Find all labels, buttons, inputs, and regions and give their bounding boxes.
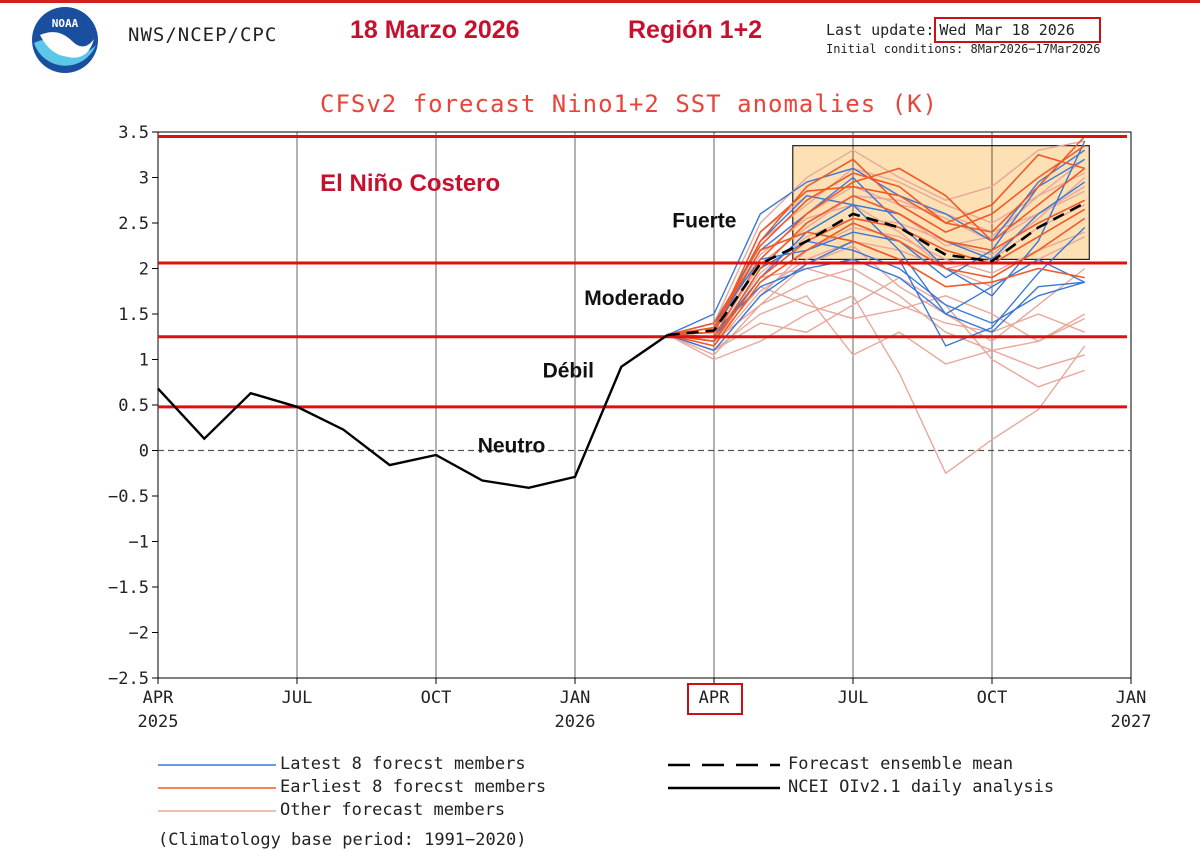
member-earliest-line [667,153,1085,336]
category-label: Fuerte [672,210,736,233]
current-month-marker [687,683,743,715]
x-tick-label: JAN [1116,688,1147,708]
climatology-note: (Climatology base period: 1991−2020) [158,830,527,850]
x-tick-label: APR [699,688,730,708]
x-tick-year: 2025 [138,712,179,732]
x-tick-label: APR [143,688,174,708]
member-other-line [667,294,1086,475]
y-tick-label: −2.5 [108,669,149,689]
x-tick-label: JUL [282,688,313,708]
y-tick-label: −1.5 [108,578,149,598]
member-other-line [667,294,1085,370]
initial-conditions: Initial conditions: 8Mar2026−17Mar2026 [826,42,1101,56]
x-tick-year: 2026 [555,712,596,732]
top-rule [0,0,1200,3]
source-label: NWS/NCEP/CPC [128,24,278,46]
y-tick-label: 1.5 [118,305,149,325]
member-other-line [667,190,1086,338]
ensemble-mean-line [667,201,1086,337]
member-earliest-line [667,144,1086,336]
category-label: Débil [543,360,594,383]
legend-other-label: Other forecast members [280,800,506,820]
noaa-logo-text: NOAA [52,17,79,30]
last-update-value: Wed Mar 18 2026 [934,17,1101,43]
x-tick-label: OCT [421,688,452,708]
y-tick-label: 2 [139,260,149,280]
y-tick-label: 3.5 [118,123,149,143]
member-latest-line [667,158,1086,336]
y-tick-label: 2.5 [118,214,149,234]
noaa-logo-icon: NOAA [32,7,98,73]
category-label: Neutro [478,434,546,457]
y-tick-label: −1 [129,533,149,553]
member-earliest-line [667,208,1086,343]
last-update: Last update: Wed Mar 18 2026 [826,17,1101,43]
legend-observed-label: NCEI OIv2.1 daily analysis [788,777,1055,797]
y-tick-label: 3 [139,169,149,189]
x-tick-label: JUL [838,688,869,708]
legend-earliest-label: Earliest 8 forecst members [280,777,547,797]
member-other-line [667,140,1085,336]
member-earliest-line [667,135,1086,336]
category-label: Moderado [584,287,684,310]
member-earliest-line [667,231,1085,336]
x-tick-year: 2027 [1111,712,1152,732]
observed-line [157,333,669,490]
member-earliest-line [667,194,1086,343]
y-tick-label: −0.5 [108,487,149,507]
x-tick-label: OCT [977,688,1008,708]
date-label: 18 Marzo 2026 [350,16,520,44]
y-tick-label: 1 [139,351,149,371]
chart-title: CFSv2 forecast Nino1+2 SST anomalies (K) [320,90,938,118]
y-tick-label: 0 [139,442,149,462]
region-label: Región 1+2 [628,16,763,44]
legend-mean-label: Forecast ensemble mean [788,754,1014,774]
category-label: El Niño Costero [320,170,500,197]
legend-latest-label: Latest 8 forecst members [280,754,526,774]
member-other-line [667,244,1086,356]
last-update-label: Last update: [826,21,935,39]
y-tick-label: −2 [129,624,149,644]
x-tick-label: JAN [560,688,591,708]
y-tick-label: 0.5 [118,396,149,416]
